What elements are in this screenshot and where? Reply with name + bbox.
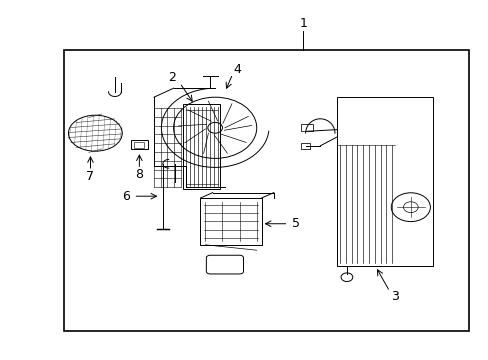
Bar [300,143,309,149]
Bar [134,142,144,148]
Text: 1: 1 [299,17,306,30]
Bar [63,50,468,331]
Bar [337,97,432,266]
Text: 6: 6 [122,190,130,203]
Bar [200,198,261,245]
Bar [183,104,220,189]
Text: 4: 4 [233,63,241,76]
Text: 7: 7 [86,170,94,183]
Bar [300,124,312,131]
Text: 3: 3 [390,291,398,303]
Text: 2: 2 [168,71,176,84]
Text: 8: 8 [135,168,143,181]
Text: 5: 5 [291,217,299,230]
